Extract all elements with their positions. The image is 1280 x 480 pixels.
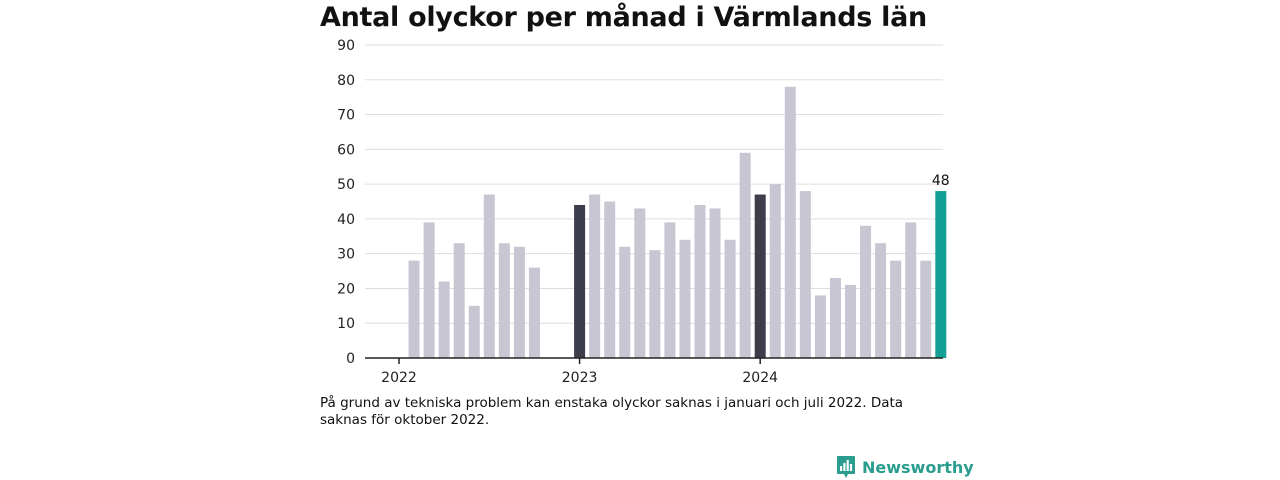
y-tick-label: 90 bbox=[337, 38, 355, 54]
y-tick-label: 60 bbox=[337, 142, 355, 158]
bar bbox=[754, 194, 766, 358]
bar bbox=[845, 284, 856, 358]
bar bbox=[920, 260, 932, 358]
bar bbox=[664, 222, 676, 358]
bar bbox=[739, 152, 751, 358]
bars bbox=[408, 86, 947, 358]
y-tick-label: 30 bbox=[337, 247, 355, 263]
bar bbox=[799, 191, 811, 358]
bar bbox=[604, 201, 616, 358]
brand-name: Newsworthy bbox=[862, 457, 974, 477]
bar bbox=[528, 267, 540, 358]
bar bbox=[784, 86, 796, 358]
x-tick-label: 2024 bbox=[742, 370, 778, 386]
bar bbox=[905, 222, 917, 358]
y-tick-label: 40 bbox=[337, 212, 355, 228]
y-tick-label: 80 bbox=[337, 73, 355, 89]
x-tick-label: 2023 bbox=[562, 370, 598, 386]
bar bbox=[513, 246, 525, 358]
y-tick-label: 10 bbox=[337, 316, 355, 332]
y-axis-ticks: 0 10 20 30 40 50 60 70 80 90 bbox=[337, 38, 355, 367]
data-labels: 48 bbox=[932, 173, 950, 189]
bar bbox=[453, 243, 465, 358]
bar bbox=[408, 260, 420, 358]
bar bbox=[649, 250, 661, 358]
bar bbox=[498, 243, 510, 358]
bar bbox=[574, 204, 586, 358]
footnote: På grund av tekniska problem kan enstaka… bbox=[320, 395, 904, 428]
bar bbox=[935, 191, 947, 358]
y-tick-label: 50 bbox=[337, 177, 355, 193]
y-tick-label: 70 bbox=[337, 108, 355, 124]
bar-chart: 0 10 20 30 40 50 60 70 80 90 2022 2023 2024 48 bbox=[337, 38, 950, 386]
bar bbox=[589, 194, 601, 358]
y-tick-label: 20 bbox=[337, 281, 355, 297]
bar bbox=[634, 208, 646, 358]
bar bbox=[468, 305, 480, 358]
bar-chart-logo-icon bbox=[837, 456, 855, 478]
x-axis-ticks: 2022 2023 2024 bbox=[381, 358, 778, 386]
bar bbox=[694, 204, 706, 358]
bar bbox=[829, 278, 841, 358]
bar bbox=[679, 239, 691, 358]
bar bbox=[438, 281, 450, 358]
data-label: 48 bbox=[932, 173, 950, 189]
bar bbox=[890, 260, 902, 358]
bar bbox=[769, 184, 781, 358]
bar bbox=[860, 225, 872, 358]
bar bbox=[483, 194, 495, 358]
bar bbox=[423, 222, 435, 358]
chart-title: Antal olyckor per månad i Värmlands län bbox=[320, 2, 927, 33]
bar bbox=[814, 295, 826, 358]
newsworthy-logo: Newsworthy bbox=[836, 455, 974, 479]
x-tick-label: 2022 bbox=[381, 370, 417, 386]
bar bbox=[709, 208, 721, 358]
bar bbox=[724, 239, 736, 358]
bar bbox=[619, 246, 631, 358]
bar bbox=[875, 243, 887, 358]
y-tick-label: 0 bbox=[346, 351, 355, 367]
